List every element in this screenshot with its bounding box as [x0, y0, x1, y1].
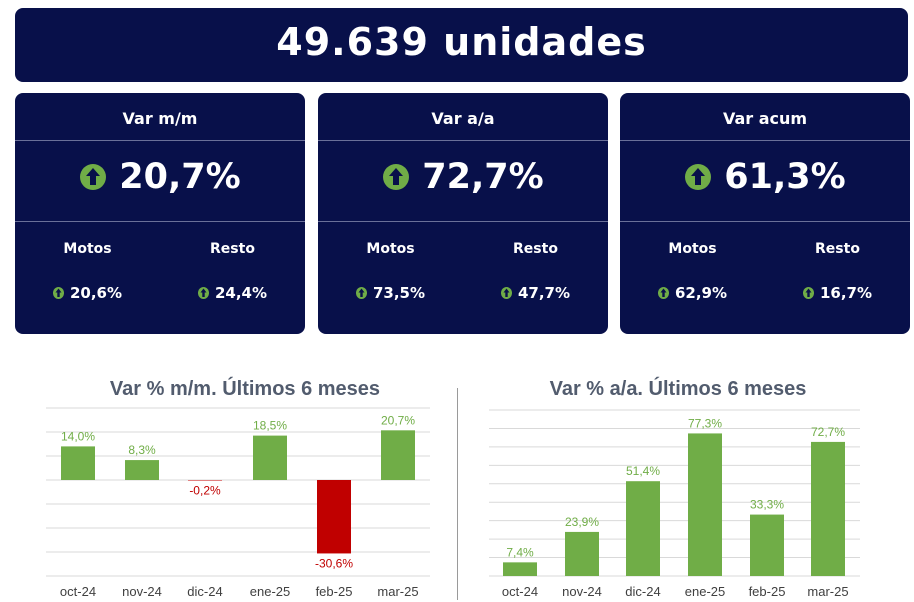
category-label-feb-25: feb-25: [749, 584, 786, 599]
up-arrow-icon: [52, 287, 64, 299]
data-label-dic-24: -0,2%: [189, 483, 221, 497]
data-label-oct-24: 14,0%: [61, 429, 95, 443]
card-var-acum: Var acum 61,3% Motos 62,9% Resto 16,7%: [620, 93, 910, 334]
motos-label: Motos: [366, 241, 415, 257]
up-arrow-icon: [383, 164, 410, 190]
bar-dic-24: [188, 480, 222, 481]
data-label-dic-24: 51,4%: [626, 464, 660, 478]
resto-label: Resto: [210, 241, 255, 257]
category-label-dic-24: dic-24: [625, 584, 660, 599]
bar-ene-25: [688, 433, 722, 576]
data-label-feb-25: 33,3%: [750, 498, 784, 512]
category-label-oct-24: oct-24: [60, 584, 96, 599]
data-label-feb-25: -30,6%: [315, 556, 353, 570]
up-arrow-icon: [657, 287, 669, 299]
chart-mm-title: Var % m/m. Últimos 6 meses: [109, 378, 381, 400]
total-units-title: 49.639 unidades: [276, 20, 647, 64]
category-label-ene-25: ene-25: [250, 584, 290, 599]
category-label-mar-25: mar-25: [377, 584, 418, 599]
divider: [318, 221, 608, 222]
divider: [620, 221, 910, 222]
card-title: Var a/a: [431, 109, 495, 128]
resto-block: Resto 47,7%: [463, 241, 608, 302]
up-arrow-icon: [355, 287, 367, 299]
total-units-banner: 49.639 unidades: [15, 8, 908, 82]
card-value: 61,3%: [724, 157, 846, 197]
motos-label: Motos: [668, 241, 717, 257]
bar-feb-25: [317, 480, 351, 554]
data-label-nov-24: 8,3%: [128, 443, 156, 457]
divider: [15, 221, 305, 222]
category-label-ene-25: ene-25: [685, 584, 725, 599]
motos-value: 20,6%: [69, 284, 123, 302]
data-label-mar-25: 72,7%: [811, 425, 845, 439]
bar-nov-24: [565, 531, 599, 576]
category-label-oct-24: oct-24: [502, 584, 538, 599]
resto-value: 16,7%: [819, 284, 873, 302]
divider: [318, 140, 608, 141]
card-title: Var acum: [722, 109, 808, 128]
card-value: 20,7%: [119, 157, 241, 197]
divider: [15, 140, 305, 141]
motos-block: Motos 73,5%: [318, 241, 463, 302]
resto-value: 24,4%: [214, 284, 268, 302]
divider: [620, 140, 910, 141]
resto-block: Resto 16,7%: [765, 241, 910, 302]
card-var-mm: Var m/m 20,7% Motos 20,6% Resto 24,4%: [15, 93, 305, 334]
resto-label: Resto: [815, 241, 860, 257]
motos-block: Motos 20,6%: [15, 241, 160, 302]
up-arrow-icon: [802, 287, 814, 299]
data-label-mar-25: 20,7%: [381, 413, 415, 427]
card-value: 72,7%: [422, 157, 544, 197]
bar-nov-24: [125, 460, 159, 480]
bar-mar-25: [381, 430, 415, 480]
up-arrow-icon: [500, 287, 512, 299]
resto-label: Resto: [513, 241, 558, 257]
card-title: Var m/m: [122, 109, 198, 128]
card-var-aa: Var a/a 72,7% Motos 73,5% Resto 47,7%: [318, 93, 608, 334]
category-label-feb-25: feb-25: [316, 584, 353, 599]
data-label-oct-24: 7,4%: [506, 545, 534, 559]
chart-aa-title: Var % a/a. Últimos 6 meses: [549, 378, 807, 400]
chart-separator: [457, 388, 458, 600]
motos-block: Motos 62,9%: [620, 241, 765, 302]
motos-value: 73,5%: [372, 284, 426, 302]
resto-value: 47,7%: [517, 284, 571, 302]
motos-value: 62,9%: [674, 284, 728, 302]
bar-ene-25: [253, 435, 287, 480]
data-label-ene-25: 18,5%: [253, 419, 287, 433]
category-label-mar-25: mar-25: [807, 584, 848, 599]
bar-oct-24: [61, 446, 95, 480]
bar-dic-24: [626, 481, 660, 576]
up-arrow-icon: [80, 164, 107, 190]
bar-feb-25: [750, 514, 784, 576]
bar-oct-24: [503, 562, 537, 576]
category-label-dic-24: dic-24: [187, 584, 222, 599]
data-label-ene-25: 77,3%: [688, 416, 722, 430]
motos-label: Motos: [63, 241, 112, 257]
data-label-nov-24: 23,9%: [565, 515, 599, 529]
up-arrow-icon: [685, 164, 712, 190]
resto-block: Resto 24,4%: [160, 241, 305, 302]
category-label-nov-24: nov-24: [122, 584, 162, 599]
category-label-nov-24: nov-24: [562, 584, 602, 599]
bar-mar-25: [811, 441, 845, 576]
up-arrow-icon: [197, 287, 209, 299]
